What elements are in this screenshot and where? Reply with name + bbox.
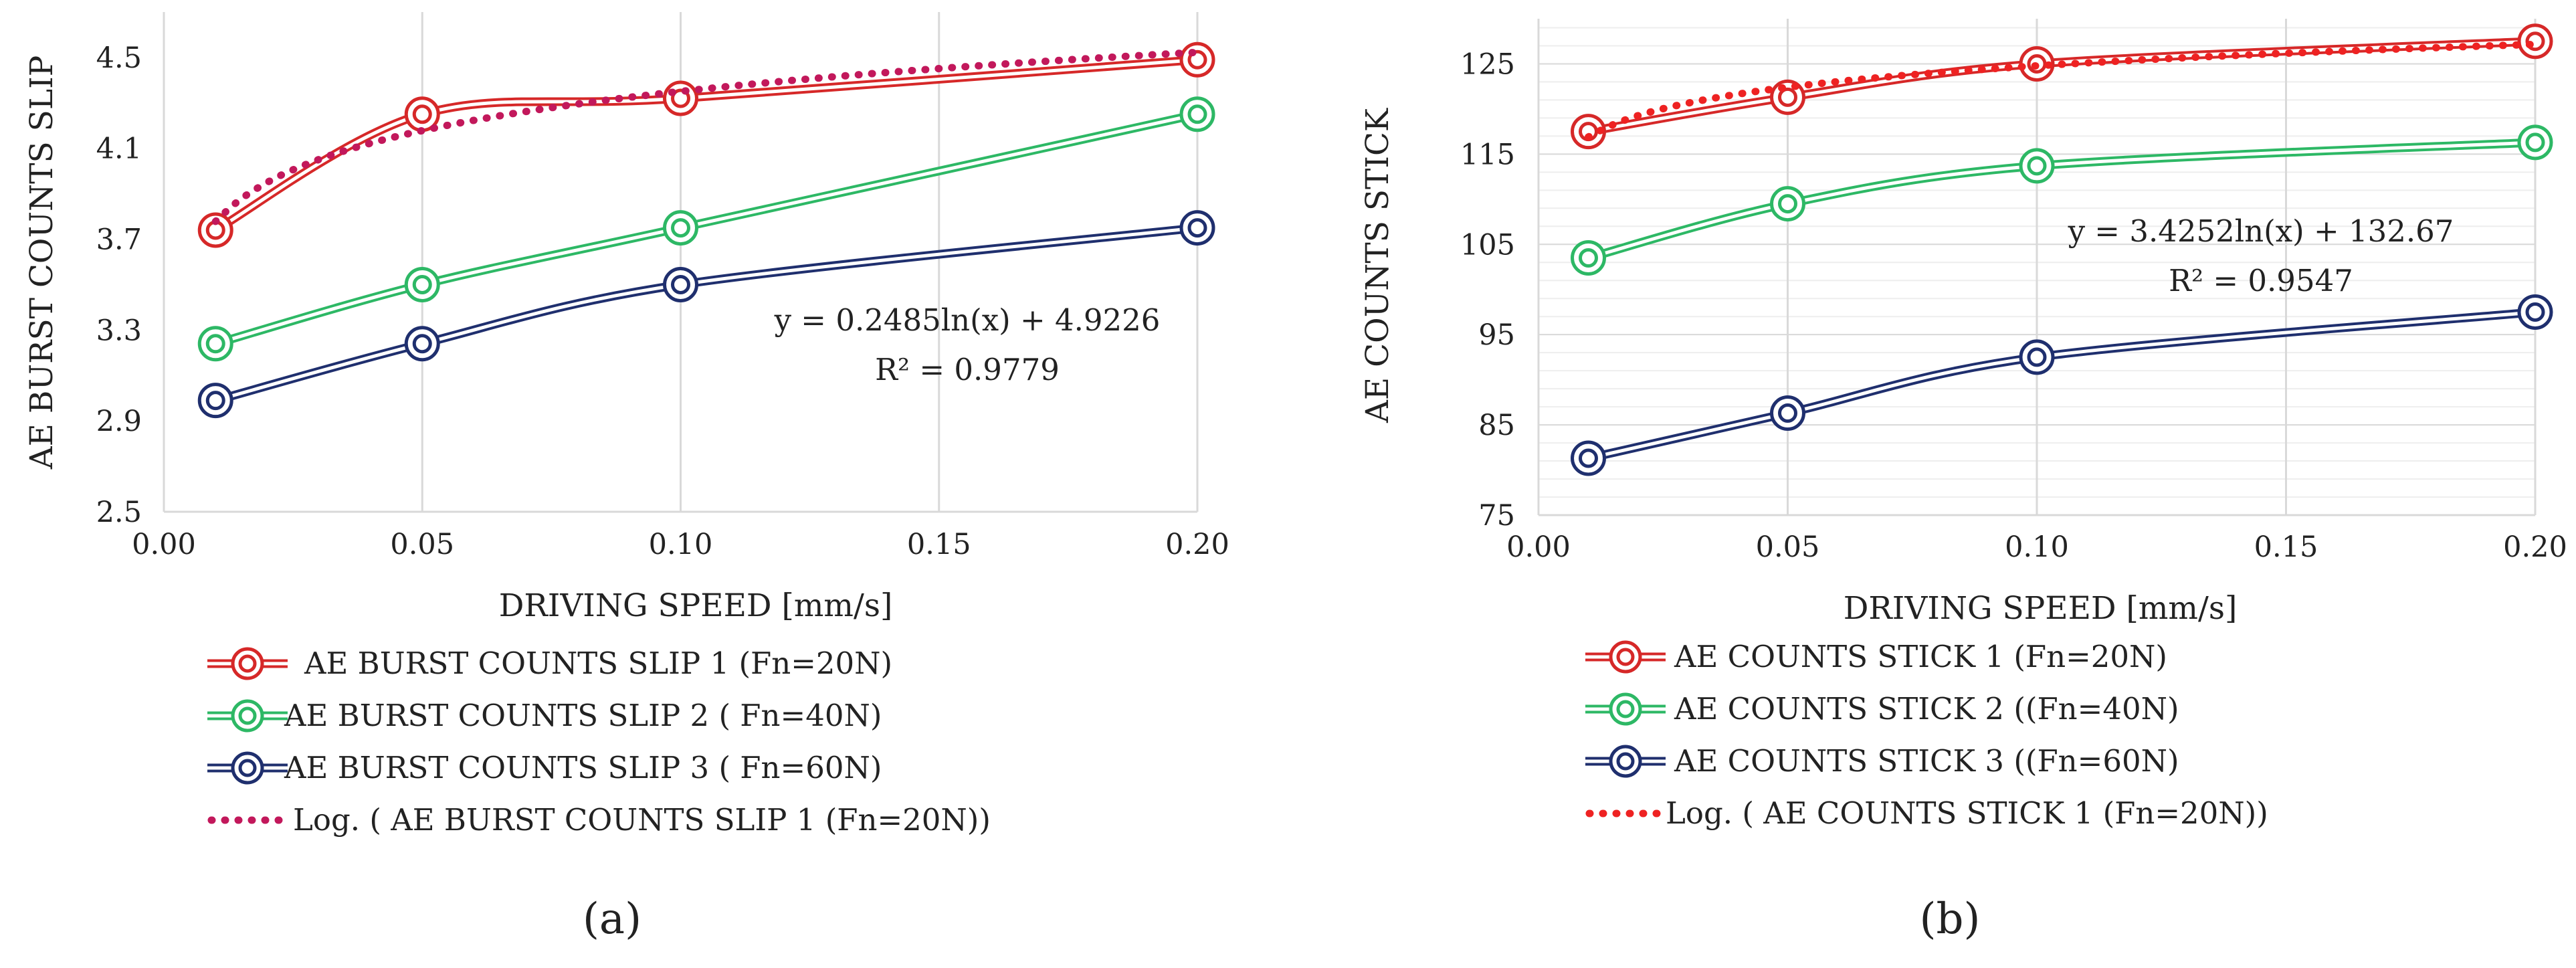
chart-a-y-tick-label: 3.7 — [96, 223, 142, 257]
chart-a-legend-label-1: AE BURST COUNTS SLIP 1 (Fn=20N) — [304, 646, 892, 681]
chart-a-marks — [197, 41, 1215, 419]
chart-a-legend-swatch-1-marker-inner — [238, 654, 257, 673]
chart-b-y-tick-label: 95 — [1478, 318, 1515, 352]
chart-b-y-tick-label: 105 — [1460, 228, 1515, 262]
chart-b-x-tick-label: 0.10 — [2005, 530, 2069, 564]
chart-a-y-tick-label: 3.3 — [96, 314, 142, 347]
chart-a-legend: AE BURST COUNTS SLIP 1 (Fn=20N) AE BURST… — [207, 646, 991, 838]
chart-b-tick-labels: 75 85 95 105 115 125 0.00 0.05 0.10 0.15 0.20 — [1460, 47, 2567, 564]
chart-a-y-tick-label: 4.5 — [96, 41, 142, 75]
chart-b-legend-item-3: AE COUNTS STICK 3 ((Fn=60N) — [1585, 743, 2179, 779]
chart-b-trend-r2: R² = 0.9547 — [2169, 263, 2353, 298]
chart-b-series-2-point-inner — [2027, 156, 2047, 176]
chart-b-legend-swatch-3 — [1585, 745, 1666, 778]
chart-b-series-3-point-inner — [2525, 302, 2545, 322]
chart-b-y-tick-label: 125 — [1460, 47, 1515, 81]
chart-b-series-2-point-inner — [1778, 194, 1797, 214]
chart-a-legend-swatch-3-marker-inner — [238, 759, 257, 777]
chart-b-x-tick-label: 0.15 — [2254, 530, 2318, 564]
chart-b-x-tick-label: 0.20 — [2503, 530, 2567, 564]
chart-b-series-3 — [1571, 294, 2553, 476]
chart-b-legend-swatch-3-marker-inner — [1616, 752, 1635, 771]
chart-b-y-tick-label: 115 — [1460, 138, 1515, 171]
chart-a-legend-swatch-3 — [207, 751, 288, 785]
chart-a-series-2 — [197, 96, 1215, 362]
chart-a-legend-label-2: AE BURST COUNTS SLIP 2 ( Fn=40N) — [284, 698, 882, 733]
chart-a-y-axis-title: AE BURST COUNTS SLIP — [23, 56, 60, 470]
chart-b-legend-swatch-2-marker-inner — [1616, 700, 1635, 718]
chart-b-series-3-point-inner — [1579, 448, 1598, 468]
chart-a: 2.5 2.9 3.3 3.7 4.1 4.5 0.00 0.05 0.10 0.15 0.20 A… — [23, 12, 1229, 944]
chart-b-legend-item-1: AE COUNTS STICK 1 (Fn=20N) — [1585, 639, 2167, 674]
chart-b-y-axis-title: AE COUNTS STICK — [1359, 108, 1396, 423]
chart-a-caption: (a) — [583, 894, 641, 944]
chart-a-legend-item-2: AE BURST COUNTS SLIP 2 ( Fn=40N) — [207, 698, 882, 733]
chart-a-trend-r2: R² = 0.9779 — [875, 352, 1060, 387]
chart-b-x-tick-label: 0.00 — [1506, 530, 1571, 564]
chart-b-marks — [1571, 23, 2553, 476]
chart-a-x-tick-label: 0.10 — [649, 528, 713, 561]
chart-a-legend-swatch-2-marker-inner — [238, 706, 257, 725]
chart-b-y-tick-label: 85 — [1478, 409, 1515, 442]
chart-a-y-tick-label: 2.5 — [96, 496, 142, 529]
chart-b-trend-equation: y = 3.4252ln(x) + 132.67 — [2068, 213, 2454, 249]
chart-a-series-2-line-inner — [215, 112, 1198, 346]
chart-b-series-2-point-inner — [1579, 248, 1598, 268]
chart-a-series-1-point-inner — [412, 104, 432, 124]
chart-b-series-3-line-inner — [1587, 310, 2536, 460]
chart-b-series-2 — [1571, 124, 2553, 276]
chart-a-series-3-line-inner — [215, 226, 1198, 403]
chart-b-legend-label-1: AE COUNTS STICK 1 (Fn=20N) — [1674, 639, 2167, 674]
chart-a-legend-label-4: Log. ( AE BURST COUNTS SLIP 1 (Fn=20N)) — [293, 802, 991, 838]
chart-a-trend-equation: y = 0.2485ln(x) + 4.9226 — [774, 302, 1161, 338]
chart-a-legend-label-3: AE BURST COUNTS SLIP 3 ( Fn=60N) — [284, 750, 882, 785]
chart-b-series-3-point-inner — [1778, 403, 1797, 423]
chart-a-legend-item-1: AE BURST COUNTS SLIP 1 (Fn=20N) — [207, 646, 892, 681]
chart-a-log-trendline — [211, 48, 1201, 225]
chart-b-legend-swatch-2 — [1585, 692, 1666, 726]
chart-b-x-tick-label: 0.05 — [1756, 530, 1820, 564]
chart-a-y-tick-label: 4.1 — [96, 132, 142, 166]
chart-a-legend-swatch-2 — [207, 699, 288, 733]
chart-a-series-3 — [197, 210, 1215, 419]
chart-b-series-1 — [1571, 23, 2553, 150]
chart-a-series-3-point-inner — [671, 274, 690, 294]
chart-b-legend-item-2: AE COUNTS STICK 2 ((Fn=40N) — [1585, 691, 2179, 727]
chart-b-x-axis-title: DRIVING SPEED [mm/s] — [1844, 590, 2238, 627]
chart-b-legend-item-4: Log. ( AE COUNTS STICK 1 (Fn=20N)) — [1585, 795, 2268, 831]
chart-b-series-3-point-inner — [2027, 347, 2047, 367]
chart-b-log-trendline — [1585, 40, 2539, 141]
chart-a-x-tick-label: 0.15 — [907, 528, 971, 561]
chart-b-series-1-point-inner — [1778, 87, 1797, 107]
chart-a-series-3-point-inner — [1187, 218, 1207, 238]
chart-a-legend-item-3: AE BURST COUNTS SLIP 3 ( Fn=60N) — [207, 750, 882, 785]
chart-b-y-tick-label: 75 — [1478, 499, 1515, 533]
chart-a-x-axis-title: DRIVING SPEED [mm/s] — [499, 587, 893, 624]
chart-b-series-2-line-inner — [1587, 140, 2536, 260]
chart-b-legend-swatch-1-marker-inner — [1616, 648, 1635, 666]
chart-a-x-tick-label: 0.20 — [1165, 528, 1229, 561]
chart-b-legend: AE COUNTS STICK 1 (Fn=20N) AE COUNTS STI… — [1585, 639, 2268, 831]
chart-a-x-tick-label: 0.00 — [132, 528, 196, 561]
chart-a-tick-labels: 2.5 2.9 3.3 3.7 4.1 4.5 0.00 0.05 0.10 0.15 0.20 — [96, 41, 1229, 561]
chart-b-legend-swatch-1 — [1585, 640, 1666, 674]
chart-b-legend-label-4: Log. ( AE COUNTS STICK 1 (Fn=20N)) — [1666, 795, 2268, 831]
chart-a-legend-swatch-1 — [207, 647, 288, 680]
chart-b-legend-label-2: AE COUNTS STICK 2 ((Fn=40N) — [1674, 691, 2179, 727]
chart-b-series-2-point-inner — [2525, 132, 2545, 153]
chart-a-series-3-point-inner — [205, 391, 225, 411]
chart-b: 75 85 95 105 115 125 0.00 0.05 0.10 0.15 0.20 AE C… — [1359, 19, 2567, 944]
chart-b-caption: (b) — [1920, 894, 1981, 944]
chart-a-x-tick-label: 0.05 — [390, 528, 454, 561]
chart-a-series-2-point-inner — [205, 334, 225, 354]
chart-a-legend-item-4: Log. ( AE BURST COUNTS SLIP 1 (Fn=20N)) — [207, 802, 991, 838]
chart-a-series-2-point-inner — [412, 274, 432, 294]
chart-a-series-2-point-inner — [671, 218, 690, 238]
chart-a-series-2-point-inner — [1187, 104, 1207, 124]
chart-a-series-3-point-inner — [412, 334, 432, 354]
chart-a-y-tick-label: 2.9 — [96, 405, 142, 438]
chart-b-gridlines — [1537, 19, 2537, 516]
chart-b-legend-label-3: AE COUNTS STICK 3 ((Fn=60N) — [1674, 743, 2179, 779]
